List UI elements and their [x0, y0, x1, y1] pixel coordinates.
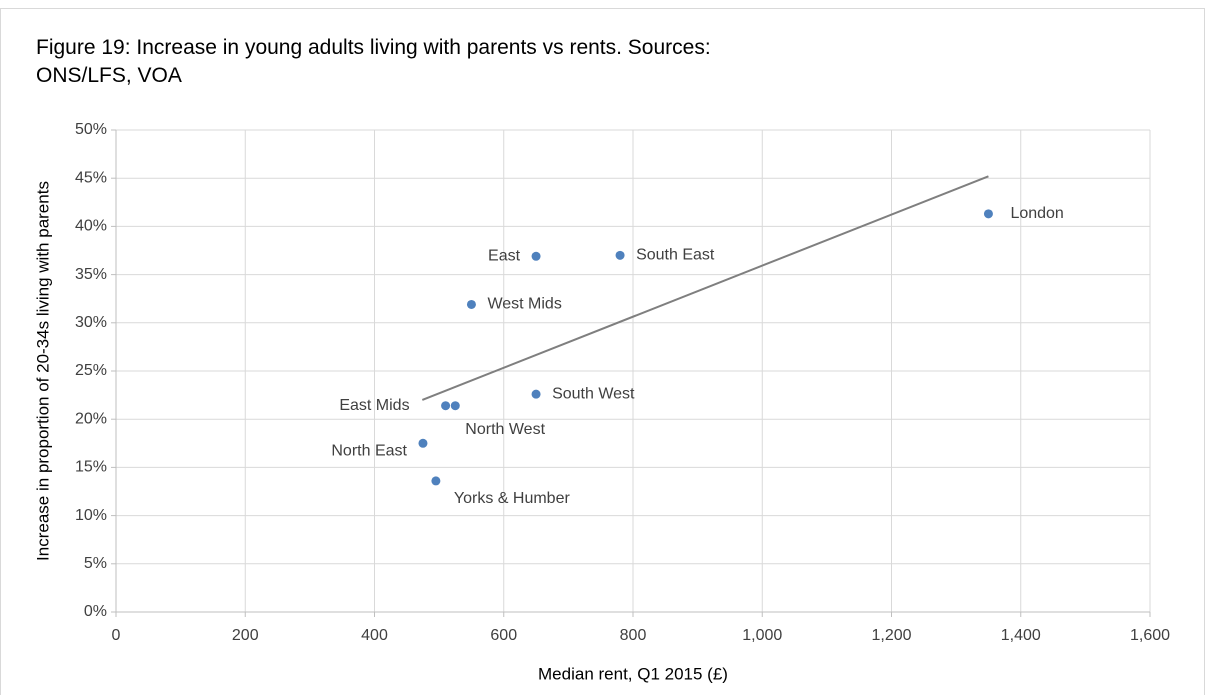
x-tick-label: 1,000 — [742, 627, 782, 644]
y-tick-label: 25% — [75, 362, 107, 379]
point — [983, 209, 993, 219]
trendline — [421, 175, 989, 401]
y-tick-label: 35% — [75, 266, 107, 283]
y-tick-label: 5% — [84, 555, 107, 572]
point — [466, 299, 476, 309]
x-tick-label: 600 — [490, 627, 517, 644]
x-tick-label: 1,400 — [1001, 627, 1041, 644]
y-tick-label: 20% — [75, 410, 107, 427]
x-tick-label: 0 — [112, 627, 121, 644]
point — [431, 476, 441, 486]
chart-frame — [0, 8, 1205, 695]
point-label: North East — [331, 443, 407, 460]
x-axis-title: Median rent, Q1 2015 (£) — [538, 664, 728, 683]
point-label: West Mids — [487, 296, 561, 313]
y-tick-label: 10% — [75, 507, 107, 524]
point-label: South West — [552, 385, 635, 402]
point — [531, 389, 541, 399]
point — [441, 401, 451, 411]
y-tick-label: 30% — [75, 314, 107, 331]
x-tick-label: 1,600 — [1130, 627, 1170, 644]
point-label: Yorks & Humber — [454, 490, 571, 507]
x-tick-label: 400 — [361, 627, 388, 644]
point-label: South East — [636, 247, 715, 264]
point — [450, 401, 460, 411]
y-axis-title: Increase in proportion of 20-34s living … — [33, 181, 52, 561]
y-tick-label: 45% — [75, 169, 107, 186]
chart-title: ONS/LFS, VOA — [36, 64, 182, 87]
point — [615, 250, 625, 260]
y-tick-label: 40% — [75, 218, 107, 235]
x-tick-label: 200 — [232, 627, 259, 644]
chart-title: Figure 19: Increase in young adults livi… — [36, 36, 711, 59]
y-tick-label: 0% — [84, 603, 107, 620]
point-label: East — [488, 248, 521, 265]
y-tick-label: 15% — [75, 459, 107, 476]
point — [531, 251, 541, 261]
y-tick-label: 50% — [75, 121, 107, 138]
point — [418, 438, 428, 448]
point-label: London — [1010, 205, 1063, 222]
x-tick-label: 800 — [620, 627, 647, 644]
x-tick-label: 1,200 — [871, 627, 911, 644]
point-label: East Mids — [339, 397, 409, 414]
point-label: North West — [465, 421, 545, 438]
